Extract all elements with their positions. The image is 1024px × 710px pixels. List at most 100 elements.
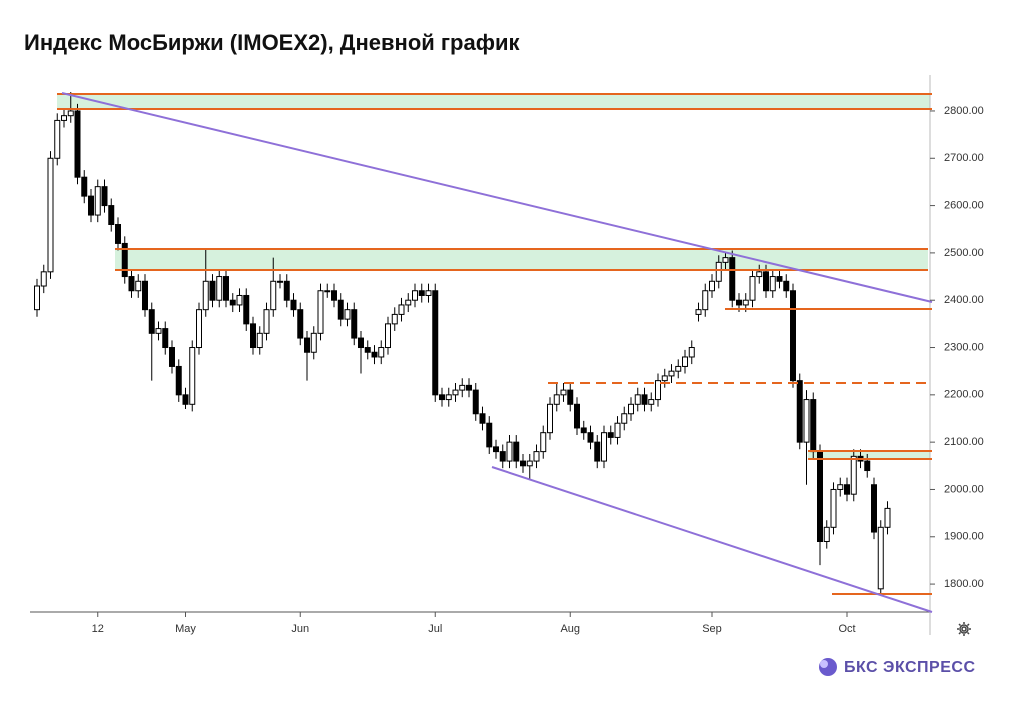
candle-body xyxy=(250,323,256,349)
candle-body xyxy=(47,157,54,273)
chart-title: Индекс МосБиржи (IMOEX2), Дневной график xyxy=(24,30,521,55)
candle-body xyxy=(263,309,270,334)
candle-body xyxy=(459,384,466,391)
candle-body xyxy=(290,299,297,311)
candle-body xyxy=(358,337,364,349)
candle-body xyxy=(243,294,250,325)
candle-body xyxy=(844,484,850,495)
y-tick-label: 2800.00 xyxy=(944,105,984,117)
candle-body xyxy=(378,347,385,358)
y-tick-label: 2600.00 xyxy=(944,199,984,211)
candle-body xyxy=(209,280,216,301)
trendlines xyxy=(61,92,933,613)
candle-body xyxy=(817,451,823,543)
candle-body xyxy=(74,110,81,178)
candle-body xyxy=(756,271,763,278)
candle-body xyxy=(520,460,526,467)
trendline xyxy=(61,92,933,303)
candle-body xyxy=(614,422,621,438)
x-tick-label: Aug xyxy=(560,623,580,635)
candle-body xyxy=(769,276,776,292)
candle-body xyxy=(229,299,236,306)
candle-body xyxy=(270,280,277,311)
candle-body xyxy=(553,394,560,405)
candles xyxy=(34,92,891,596)
candle-body xyxy=(715,261,722,282)
candle-body xyxy=(749,276,756,301)
candle-body xyxy=(796,380,803,443)
candle-body xyxy=(567,389,574,405)
candle-body xyxy=(850,455,857,495)
y-tick-label: 2300.00 xyxy=(944,341,984,353)
candle-body xyxy=(115,224,121,244)
candle-body xyxy=(148,309,155,334)
candle-body xyxy=(283,280,290,301)
candle-body xyxy=(709,280,715,292)
candle-body xyxy=(594,441,601,462)
candle-body xyxy=(641,394,648,405)
candle-body xyxy=(803,399,810,443)
annotations xyxy=(57,93,932,595)
y-tick-label: 2400.00 xyxy=(944,294,984,306)
candle-body xyxy=(67,110,74,117)
candle-body xyxy=(101,186,108,207)
x-tick-label: 12 xyxy=(92,623,104,635)
y-tick-label: 1900.00 xyxy=(944,531,984,543)
candle-body xyxy=(216,276,223,301)
candle-body xyxy=(479,413,486,424)
candle-body xyxy=(108,205,115,226)
candle-body xyxy=(128,276,135,292)
candle-body xyxy=(121,242,128,278)
candle-body xyxy=(256,332,263,349)
candle-body xyxy=(61,115,67,121)
overlays xyxy=(57,94,930,459)
x-tick-label: Jun xyxy=(291,623,309,635)
candle-body xyxy=(452,389,459,396)
candle-body xyxy=(398,304,405,315)
candle-body xyxy=(162,328,169,349)
candle-body xyxy=(493,446,499,453)
candle-body xyxy=(472,389,479,415)
candle-body xyxy=(304,337,310,353)
candle-body xyxy=(499,451,506,462)
candle-body xyxy=(196,309,202,349)
x-tick-label: May xyxy=(175,623,196,635)
trendline xyxy=(491,466,933,613)
candle-body xyxy=(412,290,418,301)
candle-body xyxy=(877,526,884,590)
x-tick-label: Oct xyxy=(838,623,855,635)
candle-body xyxy=(324,290,331,293)
candle-body xyxy=(337,299,344,320)
brand-logo: БКС ЭКСПРЕСС xyxy=(819,658,975,676)
x-tick-label: Sep xyxy=(702,623,722,635)
candle-body xyxy=(364,347,371,353)
candle-body xyxy=(182,394,189,405)
candle-body xyxy=(729,257,736,301)
candle-body xyxy=(675,365,682,372)
candle-body xyxy=(736,299,742,306)
candle-body xyxy=(445,394,452,401)
candle-body xyxy=(317,290,324,334)
candle-body xyxy=(391,313,398,325)
candle-body xyxy=(88,195,94,216)
x-tick-label: Jul xyxy=(428,623,442,635)
settings-icon[interactable] xyxy=(957,622,971,636)
candle-body xyxy=(189,347,196,405)
candle-body xyxy=(277,280,283,283)
candle-body xyxy=(135,280,142,292)
candle-body xyxy=(884,507,891,528)
candle-body xyxy=(688,347,695,358)
candle-body xyxy=(175,365,182,396)
y-tick-label: 2500.00 xyxy=(944,247,984,259)
candle-body xyxy=(54,119,61,159)
candle-body xyxy=(742,299,749,306)
candle-body xyxy=(439,394,445,401)
candle-body xyxy=(506,441,513,462)
candle-body xyxy=(695,309,702,315)
candle-body xyxy=(580,427,587,434)
candle-body xyxy=(661,375,668,382)
candle-body xyxy=(560,389,567,396)
y-tick-label: 2200.00 xyxy=(944,389,984,401)
zone xyxy=(115,249,928,270)
zone xyxy=(808,451,930,459)
